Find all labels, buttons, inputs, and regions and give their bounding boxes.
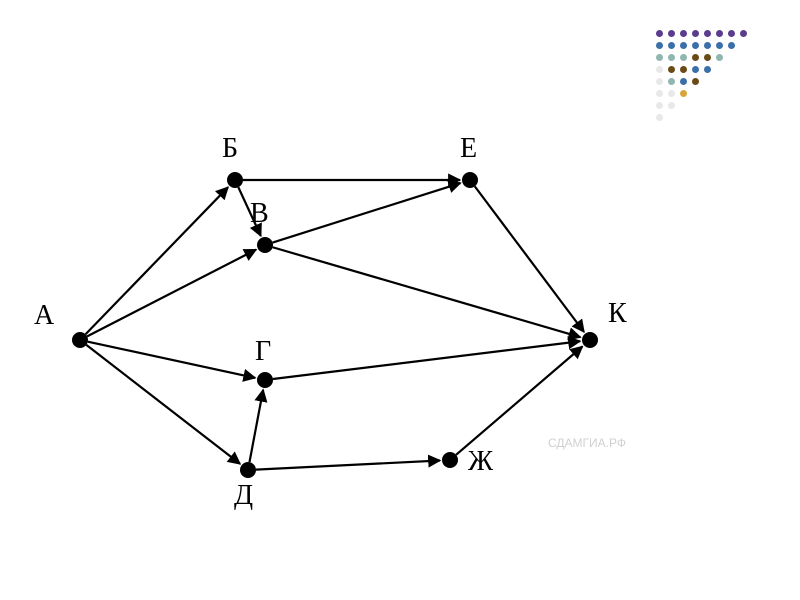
edge-V-K — [273, 247, 581, 337]
edge-D-Zh — [256, 460, 440, 469]
decor-dot — [668, 30, 675, 37]
decor-dot — [656, 54, 663, 61]
diagram-canvas: А Б В Г Д Е Ж К СДАМГИА.РФ — [0, 0, 800, 600]
node-label-A: А — [34, 300, 54, 332]
decor-dot — [680, 42, 687, 49]
node-V — [257, 237, 273, 253]
edge-A-V — [87, 250, 256, 337]
decor-dot — [656, 114, 663, 121]
decor-dot — [656, 42, 663, 49]
decor-dot — [716, 54, 723, 61]
node-label-K: К — [608, 298, 627, 330]
node-label-G: Г — [255, 336, 271, 368]
decor-dot — [680, 66, 687, 73]
decor-dot — [692, 54, 699, 61]
decor-dot — [668, 42, 675, 49]
decor-dot — [704, 42, 711, 49]
decor-dot — [656, 30, 663, 37]
node-label-B: Б — [222, 133, 238, 165]
decor-dot — [716, 30, 723, 37]
decor-dot — [668, 78, 675, 85]
decor-dot — [704, 30, 711, 37]
node-A — [72, 332, 88, 348]
node-D — [240, 462, 256, 478]
decor-dot — [692, 30, 699, 37]
decor-dot — [668, 54, 675, 61]
decor-dot — [656, 66, 663, 73]
node-label-V: В — [250, 198, 269, 230]
decor-dot — [680, 78, 687, 85]
decor-dot — [692, 42, 699, 49]
edge-G-K — [273, 341, 580, 379]
decor-dot — [668, 66, 675, 73]
node-label-E: Е — [460, 133, 477, 165]
decor-dot — [680, 54, 687, 61]
node-K — [582, 332, 598, 348]
node-E — [462, 172, 478, 188]
edge-V-E — [273, 183, 461, 243]
decor-dot — [656, 90, 663, 97]
node-B — [227, 172, 243, 188]
decor-dot — [668, 90, 675, 97]
decor-dot — [704, 54, 711, 61]
node-label-Zh: Ж — [468, 446, 493, 478]
decor-dot — [656, 102, 663, 109]
node-G — [257, 372, 273, 388]
decor-dot — [728, 42, 735, 49]
decor-dot — [692, 78, 699, 85]
edge-A-G — [88, 342, 255, 378]
edge-A-D — [86, 345, 240, 464]
decor-dot — [716, 42, 723, 49]
decor-dot — [680, 30, 687, 37]
edge-D-G — [249, 390, 263, 462]
graph-svg — [0, 0, 800, 600]
decor-dot — [740, 30, 747, 37]
decor-dot — [704, 66, 711, 73]
decor-dot — [680, 90, 687, 97]
decor-dot — [656, 78, 663, 85]
node-label-D: Д — [234, 480, 253, 512]
watermark: СДАМГИА.РФ — [548, 436, 626, 450]
decor-dot — [692, 66, 699, 73]
decor-dot — [728, 30, 735, 37]
edge-A-B — [86, 187, 228, 334]
node-Zh — [442, 452, 458, 468]
decor-dot — [668, 102, 675, 109]
